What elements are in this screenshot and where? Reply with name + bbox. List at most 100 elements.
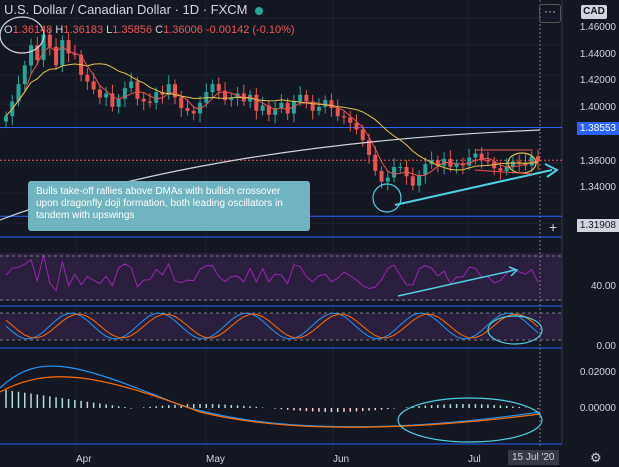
candle-body (435, 160, 440, 166)
candle-body (60, 40, 65, 66)
candle-body (323, 100, 328, 107)
candle-body (41, 34, 46, 61)
currency-badge[interactable]: CAD (581, 5, 607, 19)
stoch-k-line (5, 312, 539, 340)
time-axis-label: Apr (76, 454, 92, 465)
candle-body (116, 98, 121, 107)
annotation-drawings (0, 16, 559, 443)
candle-body (47, 34, 52, 47)
candle-body (454, 164, 459, 167)
rsi-band (0, 253, 562, 301)
status-dot-icon (255, 6, 264, 15)
price-axis-tick: 1.42000 (579, 75, 616, 87)
candle-body (517, 161, 522, 163)
candle-body (166, 84, 171, 95)
candle-body (198, 102, 203, 114)
candle-body (179, 97, 184, 109)
candle-body (460, 164, 465, 166)
macd-axis-tick: 0.02000 (579, 367, 616, 378)
indicators (0, 254, 562, 428)
candle-body (348, 117, 353, 123)
price-axis-tick: 1.36000 (579, 155, 616, 167)
candle-body (72, 53, 77, 55)
candle-body (122, 88, 127, 99)
candle-body (298, 94, 303, 102)
candle-body (260, 105, 265, 111)
candle-body (536, 156, 540, 162)
candle-body (223, 90, 228, 101)
price-badge-lower: 1.31908 (576, 219, 619, 232)
candle-body (22, 65, 27, 85)
candle-body (279, 102, 284, 109)
candle-body (291, 101, 296, 114)
candle-body (417, 174, 422, 186)
candle-body (329, 100, 334, 109)
candle-body (379, 170, 384, 182)
candle-body (35, 45, 40, 61)
candle-body (385, 177, 390, 182)
candle-body (479, 153, 484, 161)
highlight-ellipse (0, 16, 45, 54)
stoch-d-line (5, 313, 539, 339)
candle-body (85, 74, 90, 82)
candle-body (285, 102, 290, 114)
candle-body (147, 101, 152, 103)
candle-body (141, 98, 146, 102)
channel-line (474, 169, 534, 175)
candle-body (273, 108, 278, 115)
more-menu-button[interactable]: ··· (539, 4, 561, 23)
trend-arrow (394, 169, 553, 206)
crosshair-plus-icon[interactable]: + (549, 219, 558, 235)
candle-body (191, 110, 196, 114)
trend-arrowhead (544, 163, 559, 178)
candle-body (360, 129, 365, 141)
chart-title: U.S. Dollar / Canadian Dollar · 1D · FXC… (4, 2, 264, 17)
candle-body (498, 168, 503, 171)
highlight-ellipse (487, 315, 543, 345)
candle-body (4, 116, 8, 122)
candle-body (135, 81, 140, 99)
time-axis-label: May (206, 454, 225, 465)
candle-body (423, 164, 428, 175)
candle-body (398, 166, 403, 168)
candle-body (367, 140, 372, 155)
mid-sma-line (5, 63, 539, 171)
highlight-ellipse (372, 183, 402, 213)
candle-body (354, 122, 359, 130)
rsi-axis-tick: 40.00 (590, 281, 616, 292)
rsi-trend-arrowhead (508, 266, 519, 277)
candle-body (16, 84, 21, 102)
time-axis-label: Jun (333, 454, 350, 465)
candle-body (29, 45, 34, 66)
macd-line (0, 365, 541, 428)
candles (4, 28, 540, 193)
price-axis-tick: 1.46000 (579, 22, 616, 34)
annotation-callout[interactable]: Bulls take-off rallies above DMAs with b… (28, 181, 310, 231)
price-axis-tick: 1.44000 (579, 48, 616, 60)
candle-body (341, 116, 346, 118)
fast-ema-line (5, 46, 538, 177)
candle-body (316, 106, 321, 111)
candle-body (229, 97, 234, 101)
macd-signal-line (0, 376, 541, 428)
candle-body (266, 105, 271, 115)
pane-separators (0, 0, 563, 448)
rsi-trend-arrow (397, 269, 516, 297)
gear-icon[interactable]: ⚙ (590, 450, 602, 465)
ohlc-readout: O1.36148 H1.36183 L1.35856 C1.36006 -0.0… (4, 24, 295, 36)
candle-body (310, 101, 315, 111)
candle-body (504, 166, 509, 171)
candle-body (154, 92, 159, 103)
current-date-badge: 15 Jul '20 (508, 450, 559, 465)
price-axis-tick: 1.34000 (579, 182, 616, 194)
candle-body (473, 153, 478, 158)
candle-body (335, 108, 340, 117)
macd-axis-tick: 0.00000 (579, 403, 616, 414)
candle-body (97, 89, 102, 98)
rsi-line (5, 254, 539, 292)
time-axis-label: Jul (468, 454, 481, 465)
candle-body (172, 84, 177, 98)
candle-body (529, 156, 534, 166)
price-axis-tick: 1.40000 (579, 102, 616, 114)
